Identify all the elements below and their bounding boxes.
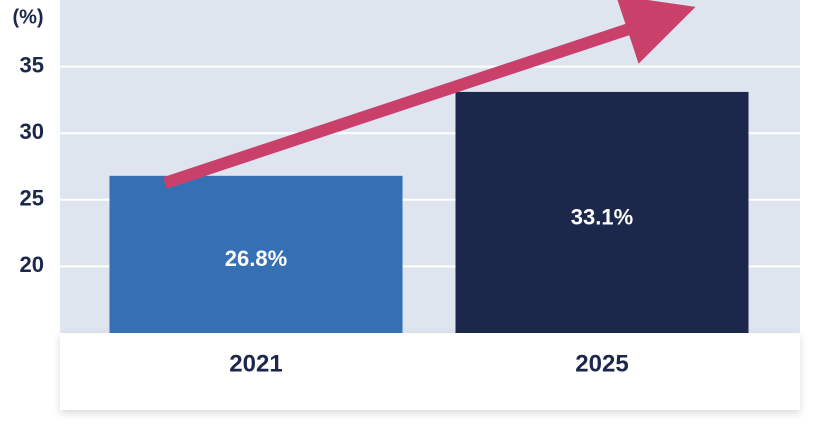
bar: [455, 91, 749, 334]
category-band: [60, 333, 800, 410]
bar: [109, 175, 403, 333]
y-tick-label: 20: [20, 252, 44, 277]
y-tick-label: 25: [20, 186, 44, 211]
y-tick-label: 35: [20, 52, 44, 77]
x-tick-label: 2025: [575, 350, 628, 377]
y-axis-label: (%): [12, 6, 43, 28]
value-label: 26.8%: [225, 246, 287, 271]
y-tick-label: 30: [20, 119, 44, 144]
value-label: 33.1%: [571, 204, 633, 229]
x-tick-label: 2021: [229, 350, 282, 377]
trend-arrow: [163, 0, 696, 189]
